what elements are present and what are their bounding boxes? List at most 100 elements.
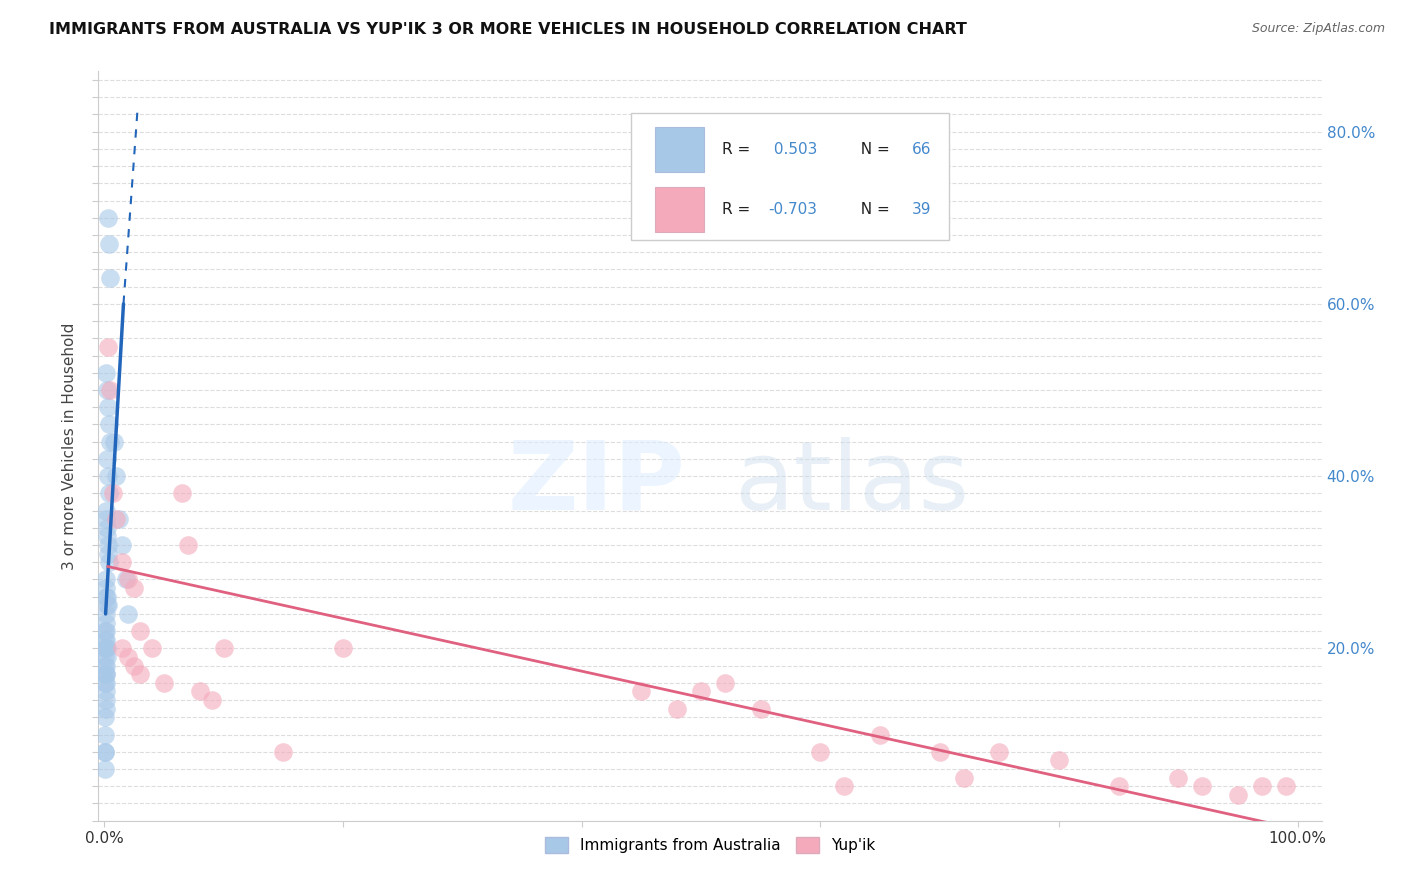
Point bbox=[94, 581, 117, 595]
Point bbox=[690, 684, 713, 698]
Point bbox=[93, 727, 115, 741]
Point bbox=[153, 676, 176, 690]
Point bbox=[105, 512, 128, 526]
Point bbox=[117, 607, 139, 621]
Point bbox=[1167, 771, 1189, 785]
Point bbox=[94, 503, 117, 517]
Point bbox=[952, 771, 974, 785]
Point bbox=[94, 667, 117, 681]
Point bbox=[97, 538, 120, 552]
Point bbox=[94, 615, 117, 630]
Point bbox=[117, 650, 139, 665]
Point bbox=[94, 624, 117, 639]
Point bbox=[1047, 753, 1070, 767]
Point bbox=[98, 555, 121, 569]
Point bbox=[273, 745, 295, 759]
Point bbox=[103, 434, 125, 449]
Text: IMMIGRANTS FROM AUSTRALIA VS YUP'IK 3 OR MORE VEHICLES IN HOUSEHOLD CORRELATION : IMMIGRANTS FROM AUSTRALIA VS YUP'IK 3 OR… bbox=[49, 22, 967, 37]
Point bbox=[94, 573, 117, 587]
Point bbox=[332, 641, 354, 656]
Text: N =: N = bbox=[851, 143, 894, 157]
Point bbox=[212, 641, 235, 656]
Point bbox=[96, 599, 118, 613]
Point bbox=[96, 641, 118, 656]
Point bbox=[1108, 779, 1130, 793]
FancyBboxPatch shape bbox=[630, 112, 949, 240]
Point bbox=[97, 340, 120, 354]
Point bbox=[129, 624, 152, 639]
Y-axis label: 3 or more Vehicles in Household: 3 or more Vehicles in Household bbox=[62, 322, 77, 570]
Point bbox=[96, 383, 118, 397]
Point bbox=[188, 684, 211, 698]
Point bbox=[141, 641, 163, 656]
Point bbox=[94, 658, 117, 673]
Point bbox=[666, 701, 689, 715]
Point bbox=[98, 383, 121, 397]
Point bbox=[630, 684, 652, 698]
Point bbox=[93, 710, 115, 724]
Text: ZIP: ZIP bbox=[508, 437, 686, 530]
Point bbox=[94, 745, 117, 759]
Point bbox=[1251, 779, 1274, 793]
FancyBboxPatch shape bbox=[655, 187, 704, 232]
Point bbox=[93, 745, 115, 759]
Text: N =: N = bbox=[851, 202, 894, 218]
Point bbox=[94, 632, 117, 647]
Text: 0.503: 0.503 bbox=[769, 143, 817, 157]
Point bbox=[749, 701, 772, 715]
Point bbox=[714, 676, 737, 690]
Point bbox=[96, 521, 118, 535]
Point bbox=[94, 693, 117, 707]
Point bbox=[98, 486, 121, 500]
Point bbox=[94, 590, 117, 604]
Text: R =: R = bbox=[723, 143, 755, 157]
Point bbox=[94, 684, 117, 698]
Point bbox=[94, 607, 117, 621]
Point bbox=[94, 650, 117, 665]
Text: 66: 66 bbox=[912, 143, 931, 157]
Text: R =: R = bbox=[723, 202, 755, 218]
Point bbox=[96, 529, 118, 543]
Point bbox=[97, 599, 120, 613]
Text: -0.703: -0.703 bbox=[769, 202, 818, 218]
Point bbox=[94, 667, 117, 681]
Point bbox=[201, 693, 224, 707]
Point bbox=[1275, 779, 1298, 793]
Point bbox=[94, 701, 117, 715]
Point bbox=[832, 779, 855, 793]
Point bbox=[107, 512, 129, 526]
Point bbox=[94, 676, 117, 690]
FancyBboxPatch shape bbox=[655, 128, 704, 172]
Point bbox=[97, 469, 120, 483]
Point bbox=[94, 624, 117, 639]
Text: atlas: atlas bbox=[734, 437, 970, 530]
Legend: Immigrants from Australia, Yup'ik: Immigrants from Australia, Yup'ik bbox=[540, 833, 880, 858]
Point bbox=[810, 745, 832, 759]
Point bbox=[94, 641, 117, 656]
Point bbox=[94, 658, 117, 673]
Point bbox=[988, 745, 1011, 759]
Point bbox=[105, 469, 128, 483]
Point bbox=[928, 745, 950, 759]
Point bbox=[111, 538, 134, 552]
Point bbox=[98, 271, 121, 285]
Point bbox=[115, 573, 138, 587]
Point bbox=[117, 573, 139, 587]
Point bbox=[1191, 779, 1213, 793]
Point bbox=[122, 581, 145, 595]
Point bbox=[129, 667, 152, 681]
Point bbox=[177, 538, 200, 552]
Point bbox=[98, 236, 121, 251]
Point bbox=[97, 547, 120, 561]
Point bbox=[93, 762, 115, 776]
Point bbox=[94, 676, 117, 690]
Text: 39: 39 bbox=[912, 202, 931, 218]
Point bbox=[94, 366, 117, 380]
Point bbox=[94, 512, 117, 526]
Point bbox=[97, 401, 120, 415]
Point bbox=[98, 417, 121, 432]
Point bbox=[94, 667, 117, 681]
Point bbox=[111, 641, 134, 656]
Point bbox=[170, 486, 193, 500]
Point bbox=[94, 632, 117, 647]
